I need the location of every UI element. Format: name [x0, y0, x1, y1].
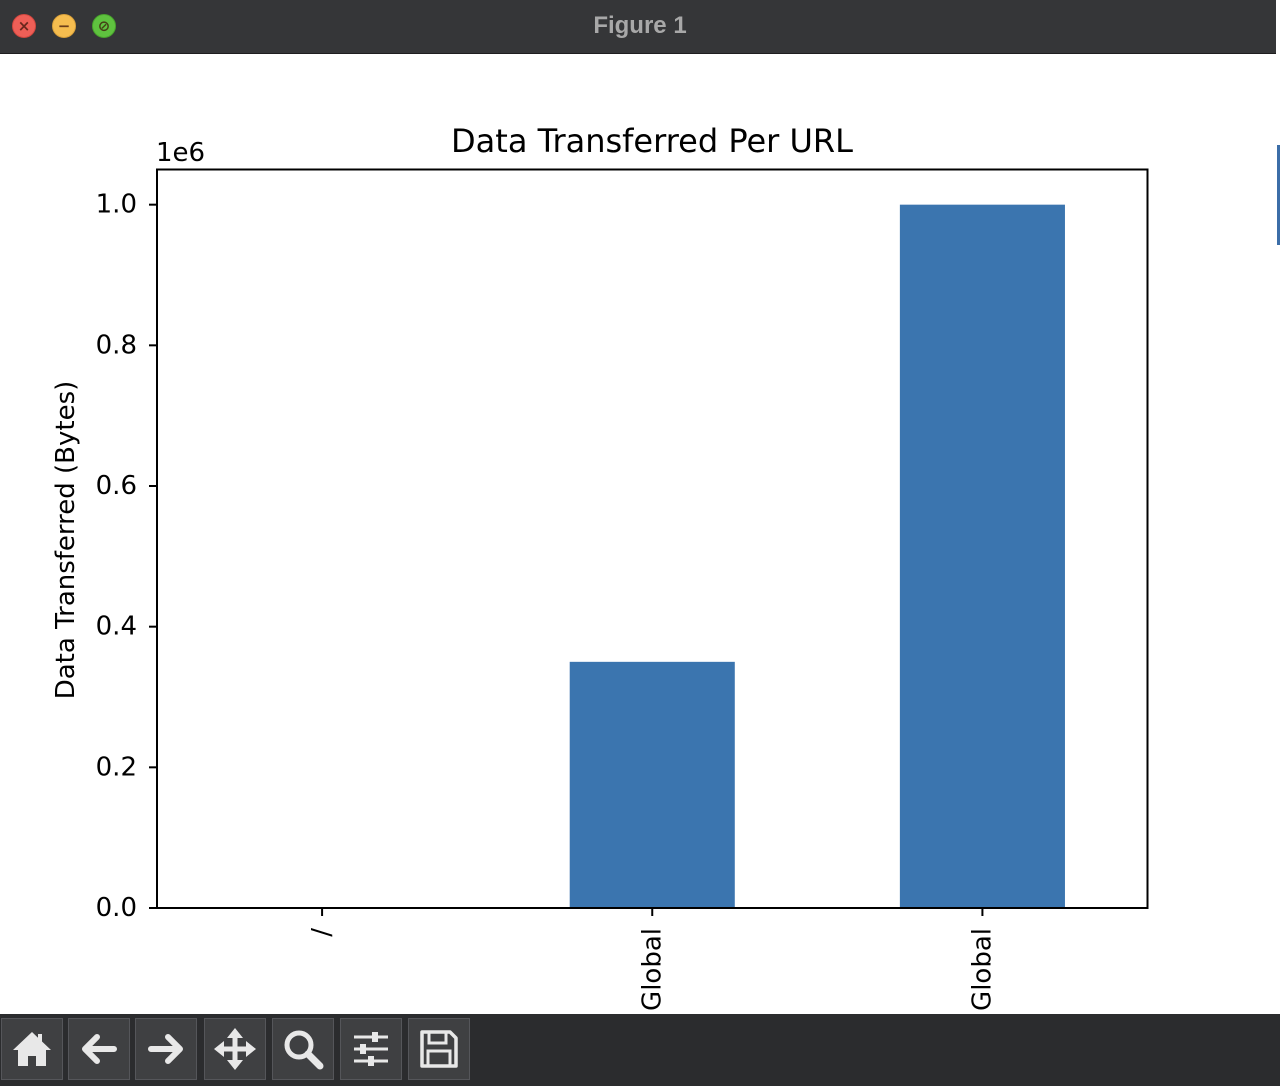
save-icon	[420, 1030, 458, 1068]
back-button[interactable]	[68, 1018, 130, 1080]
home-button[interactable]	[1, 1018, 63, 1080]
bar	[899, 204, 1065, 908]
window-title: Figure 1	[593, 12, 687, 39]
y-offset-text: 1e6	[156, 138, 205, 168]
zoom-button[interactable]: ⊘	[92, 14, 116, 38]
zoom-magnifier-icon	[284, 1030, 324, 1070]
y-tick-label: 0.0	[96, 893, 137, 923]
forward-arrow-icon	[148, 1034, 183, 1064]
bar-chart: Data Transferred Per URL 1e6 Data Transf…	[51, 122, 1149, 1011]
y-tick-label: 1.0	[96, 190, 137, 220]
minimize-button[interactable]: −	[52, 14, 76, 38]
configure-subplots-icon	[354, 1032, 388, 1066]
minimize-icon: −	[57, 16, 71, 35]
navigation-toolbar	[0, 1014, 1280, 1086]
save-button[interactable]	[408, 1018, 470, 1080]
window-edge	[1276, 0, 1280, 1014]
forward-button[interactable]	[135, 1018, 197, 1080]
plot-frame	[156, 168, 1149, 909]
y-tick-label: 0.2	[96, 752, 137, 782]
chart-title: Data Transferred Per URL	[451, 122, 853, 160]
close-icon: ×	[17, 16, 31, 35]
back-arrow-icon	[82, 1034, 117, 1064]
bar	[569, 661, 735, 908]
zoom-tool-button[interactable]	[272, 1018, 334, 1080]
y-tick-label: 0.8	[96, 330, 137, 360]
pan-button[interactable]	[204, 1018, 266, 1080]
y-tick-label: 0.4	[96, 612, 137, 642]
subplots-button[interactable]	[340, 1018, 402, 1080]
x-tick-label: Global	[967, 928, 997, 1011]
figure-canvas[interactable]: Data Transferred Per URL 1e6 Data Transf…	[0, 55, 1280, 1014]
scroll-indicator	[1277, 145, 1280, 245]
home-icon	[13, 1032, 51, 1066]
y-tick-label: 0.6	[96, 471, 137, 501]
x-tick-label: /	[307, 928, 337, 937]
zoom-icon: ⊘	[97, 16, 111, 35]
title-bar: × − ⊘ Figure 1	[0, 0, 1280, 54]
x-tick-label: Global	[637, 928, 667, 1011]
close-button[interactable]: ×	[12, 14, 36, 38]
pan-icon	[214, 1028, 256, 1070]
y-axis-label: Data Transferred (Bytes)	[51, 381, 81, 700]
